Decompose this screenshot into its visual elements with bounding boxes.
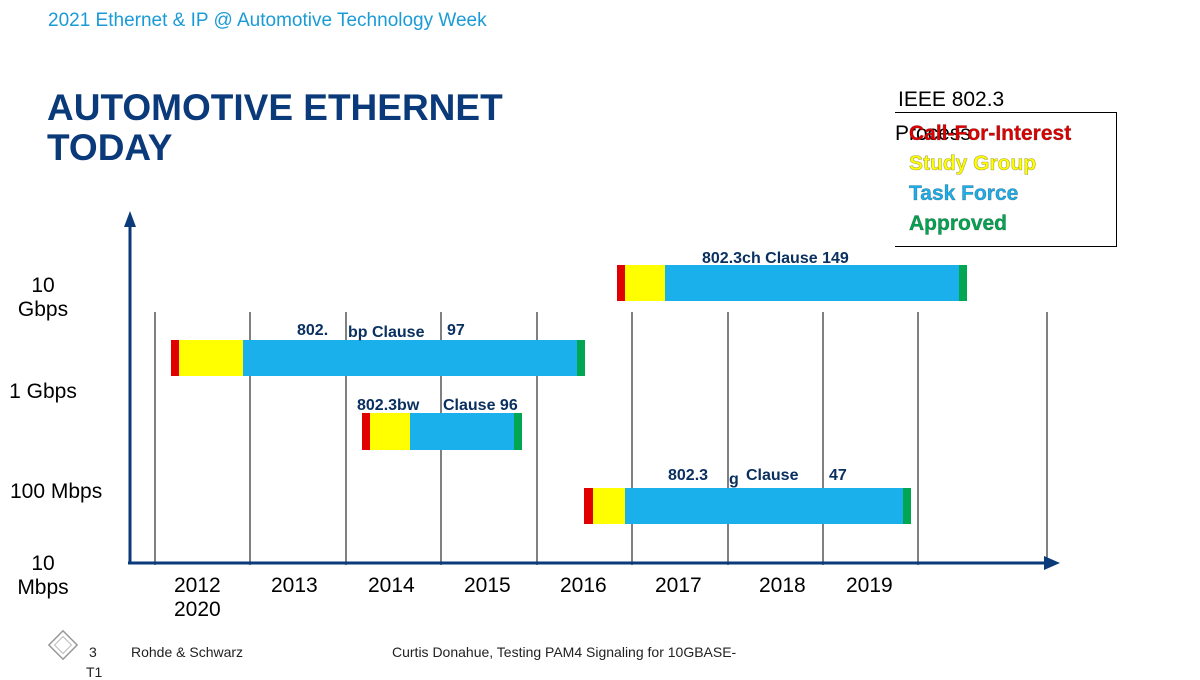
- page-number: 3: [89, 644, 97, 660]
- label-802-3bp-clause: bp Clause: [348, 324, 425, 341]
- label-802-3bp-prefix: 802.: [297, 322, 329, 339]
- rohde-schwarz-logo-icon: [47, 629, 79, 661]
- year-label-2012: 2012: [174, 574, 221, 597]
- label-802-3bw-name: 802.3bw: [357, 397, 420, 414]
- year-label-2019: 2019: [846, 574, 893, 597]
- event-header: 2021 Ethernet & IP @ Automotive Technolo…: [48, 10, 487, 31]
- bar-802-3ch: [617, 265, 967, 301]
- label-802-3bw-clause: Clause 96: [443, 397, 518, 414]
- ylabel-10-gbps: 10 Gbps: [17, 274, 69, 321]
- ylabel-10-mbps: 10 Mbps: [17, 552, 69, 599]
- label-802-3bq-prefix: 802.3: [668, 467, 709, 484]
- bar-802-3bp: [171, 340, 585, 376]
- x-axis-arrow-icon: [1044, 556, 1060, 570]
- label-802-3bq-number: 47: [829, 467, 847, 484]
- page-sub-number: T1: [86, 664, 103, 680]
- year-label-2014: 2014: [368, 574, 415, 597]
- legend-box: [895, 112, 1117, 247]
- presenter-info: Curtis Donahue, Testing PAM4 Signaling f…: [392, 644, 737, 660]
- bar-802-3bw: [362, 413, 522, 450]
- legend-item-approved: Approved: [909, 212, 1008, 236]
- ylabel-100-mbps: 100 Mbps: [10, 480, 103, 503]
- label-802-3bp-number: 97: [447, 322, 465, 339]
- year-label-2017: 2017: [655, 574, 702, 597]
- year-label-2013: 2013: [271, 574, 318, 597]
- legend-title: IEEE 802.3: [898, 88, 1005, 111]
- legend-process-label: Process: [895, 122, 971, 145]
- legend-item-call-for-interest: Call-For-Interest: [909, 122, 1072, 146]
- label-802-3ch: 802.3ch Clause 149: [702, 250, 849, 267]
- slide-title: AUTOMOTIVE ETHERNET TODAY: [47, 87, 503, 168]
- year-label-2018: 2018: [759, 574, 806, 597]
- year-label-2016: 2016: [560, 574, 607, 597]
- year-label-2015: 2015: [464, 574, 511, 597]
- label-802-3bq-clause: Clause: [746, 467, 799, 484]
- label-802-3bq-letter: g: [729, 471, 739, 488]
- bar-802-3bq: [584, 488, 911, 524]
- company-name: Rohde & Schwarz: [131, 644, 244, 660]
- y-axis-arrow-icon: [124, 211, 136, 227]
- ylabel-1-gbps: 1 Gbps: [9, 380, 77, 403]
- legend-item-task-force: Task Force: [909, 182, 1019, 206]
- legend-item-study-group: Study Group: [909, 152, 1037, 176]
- year-label-2020: 2020: [174, 598, 221, 621]
